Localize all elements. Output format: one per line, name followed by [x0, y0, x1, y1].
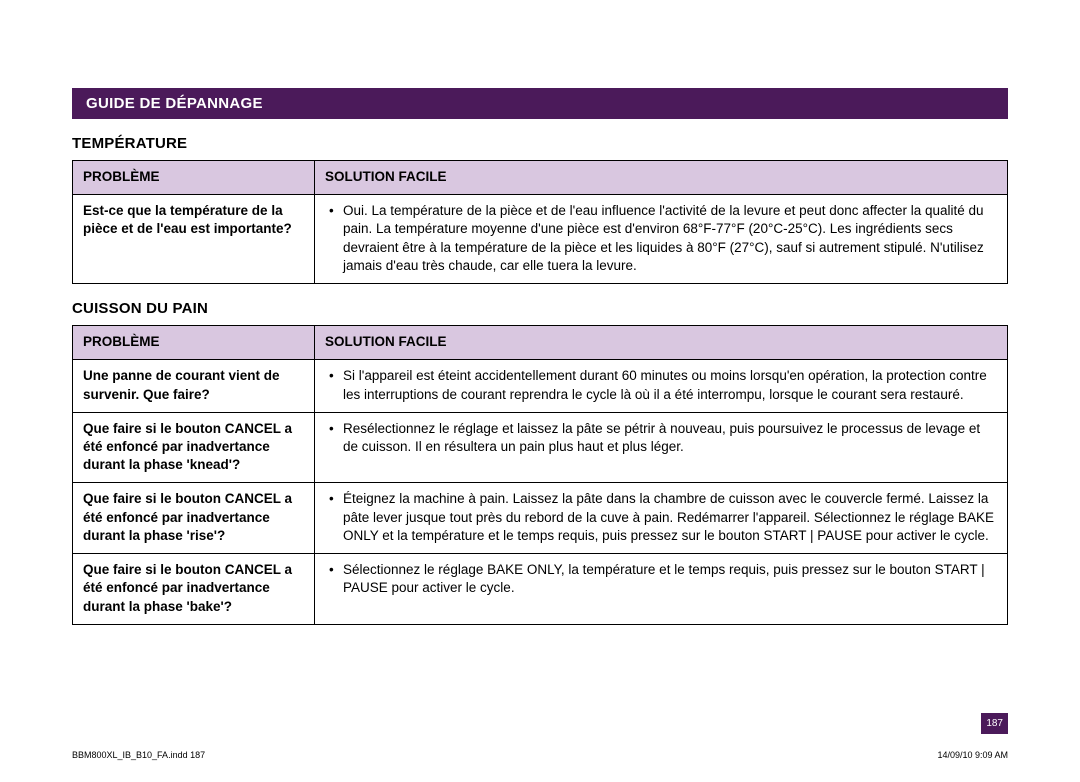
table-row: Une panne de courant vient de survenir. …: [73, 360, 1008, 412]
solution-cell: Oui. La température de la pièce et de l'…: [315, 195, 1008, 284]
problem-cell: Que faire si le bouton CANCEL a été enfo…: [73, 554, 315, 625]
solution-cell: Resélectionnez le réglage et laissez la …: [315, 412, 1008, 483]
page-number-badge: 187: [981, 713, 1008, 734]
footer-timestamp: 14/09/10 9:09 AM: [937, 750, 1008, 760]
table-row: Que faire si le bouton CANCEL a été enfo…: [73, 554, 1008, 625]
solution-cell: Si l'appareil est éteint accidentellemen…: [315, 360, 1008, 412]
section-heading-temperature: TEMPÉRATURE: [72, 135, 1008, 152]
problem-cell: Est-ce que la température de la pièce et…: [73, 195, 315, 284]
col-header-problem: PROBLÈME: [73, 161, 315, 195]
problem-cell: Que faire si le bouton CANCEL a été enfo…: [73, 412, 315, 483]
col-header-solution: SOLUTION FACILE: [315, 161, 1008, 195]
document-page: GUIDE DE DÉPANNAGE TEMPÉRATURE PROBLÈME …: [0, 0, 1080, 782]
problem-cell: Que faire si le bouton CANCEL a été enfo…: [73, 483, 315, 554]
table-header-row: PROBLÈME SOLUTION FACILE: [73, 326, 1008, 360]
title-bar: GUIDE DE DÉPANNAGE: [72, 88, 1008, 119]
table-row: Est-ce que la température de la pièce et…: [73, 195, 1008, 284]
solution-text: Resélectionnez le réglage et laissez la …: [325, 420, 997, 456]
solution-text: Si l'appareil est éteint accidentellemen…: [325, 367, 997, 403]
table-header-row: PROBLÈME SOLUTION FACILE: [73, 161, 1008, 195]
table-row: Que faire si le bouton CANCEL a été enfo…: [73, 412, 1008, 483]
section-heading-cuisson: CUISSON DU PAIN: [72, 300, 1008, 317]
col-header-solution: SOLUTION FACILE: [315, 326, 1008, 360]
solution-text: Sélectionnez le réglage BAKE ONLY, la te…: [325, 561, 997, 597]
col-header-problem: PROBLÈME: [73, 326, 315, 360]
solution-cell: Sélectionnez le réglage BAKE ONLY, la te…: [315, 554, 1008, 625]
footer-filename: BBM800XL_IB_B10_FA.indd 187: [72, 750, 205, 760]
table-temperature: PROBLÈME SOLUTION FACILE Est-ce que la t…: [72, 160, 1008, 284]
solution-cell: Éteignez la machine à pain. Laissez la p…: [315, 483, 1008, 554]
solution-text: Oui. La température de la pièce et de l'…: [325, 202, 997, 275]
table-row: Que faire si le bouton CANCEL a été enfo…: [73, 483, 1008, 554]
solution-text: Éteignez la machine à pain. Laissez la p…: [325, 490, 997, 545]
table-cuisson: PROBLÈME SOLUTION FACILE Une panne de co…: [72, 325, 1008, 625]
problem-cell: Une panne de courant vient de survenir. …: [73, 360, 315, 412]
